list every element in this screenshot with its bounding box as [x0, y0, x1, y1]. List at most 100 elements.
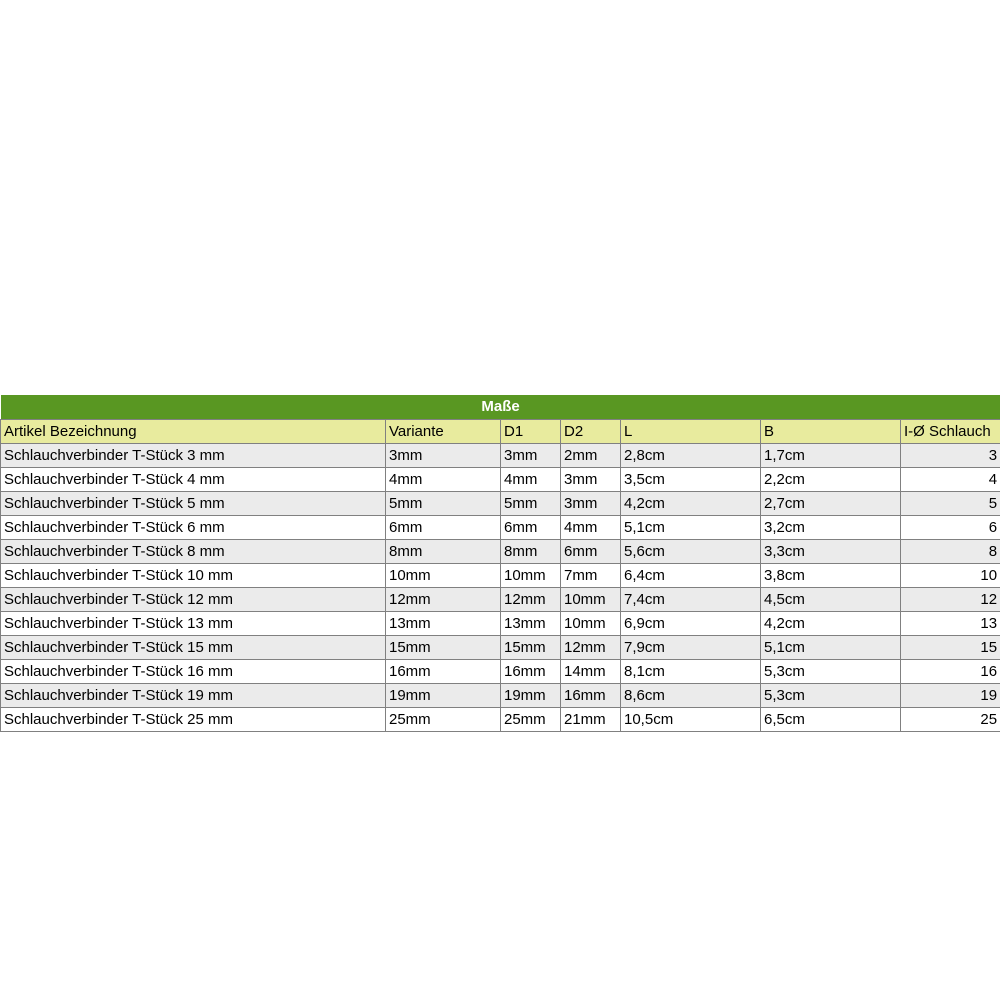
table-cell: Schlauchverbinder T-Stück 4 mm — [1, 467, 386, 491]
table-cell: 15mm — [501, 635, 561, 659]
table-cell: 12 — [901, 587, 1000, 611]
table-cell: 5,1cm — [621, 515, 761, 539]
table-cell: 12mm — [501, 587, 561, 611]
table-cell: 5,3cm — [761, 683, 901, 707]
dimensions-table-container: Maße Artikel Bezeichnung Variante D1 D2 … — [0, 395, 1000, 732]
table-cell: 16mm — [386, 659, 501, 683]
table-cell: 5 — [901, 491, 1000, 515]
table-cell: 16mm — [501, 659, 561, 683]
table-cell: Schlauchverbinder T-Stück 6 mm — [1, 515, 386, 539]
table-row: Schlauchverbinder T-Stück 16 mm16mm16mm1… — [1, 659, 1000, 683]
table-row: Schlauchverbinder T-Stück 13 mm13mm13mm1… — [1, 611, 1000, 635]
table-cell: 3mm — [386, 443, 501, 467]
table-cell: 3,5cm — [621, 467, 761, 491]
table-cell: 6,4cm — [621, 563, 761, 587]
table-cell: 10 — [901, 563, 1000, 587]
table-cell: Schlauchverbinder T-Stück 3 mm — [1, 443, 386, 467]
table-cell: 3,3cm — [761, 539, 901, 563]
table-cell: 10mm — [561, 587, 621, 611]
table-cell: 6mm — [386, 515, 501, 539]
table-cell: 10mm — [501, 563, 561, 587]
table-row: Schlauchverbinder T-Stück 8 mm8mm8mm6mm5… — [1, 539, 1000, 563]
col-header-artikel: Artikel Bezeichnung — [1, 419, 386, 443]
table-body: Schlauchverbinder T-Stück 3 mm3mm3mm2mm2… — [1, 443, 1000, 731]
table-cell: 8mm — [386, 539, 501, 563]
table-row: Schlauchverbinder T-Stück 5 mm5mm5mm3mm4… — [1, 491, 1000, 515]
table-cell: 10,5cm — [621, 707, 761, 731]
table-cell: 25 — [901, 707, 1000, 731]
table-cell: 19mm — [386, 683, 501, 707]
table-row: Schlauchverbinder T-Stück 6 mm6mm6mm4mm5… — [1, 515, 1000, 539]
table-cell: 4,2cm — [621, 491, 761, 515]
table-cell: 5mm — [386, 491, 501, 515]
col-header-d2: D2 — [561, 419, 621, 443]
table-cell: 6mm — [501, 515, 561, 539]
table-cell: 16mm — [561, 683, 621, 707]
table-cell: 13mm — [386, 611, 501, 635]
table-row: Schlauchverbinder T-Stück 25 mm25mm25mm2… — [1, 707, 1000, 731]
table-cell: 14mm — [561, 659, 621, 683]
dimensions-table: Maße Artikel Bezeichnung Variante D1 D2 … — [0, 395, 1000, 732]
table-cell: 8,1cm — [621, 659, 761, 683]
table-cell: 3mm — [501, 443, 561, 467]
table-cell: 3 — [901, 443, 1000, 467]
col-header-l: L — [621, 419, 761, 443]
table-cell: 2,2cm — [761, 467, 901, 491]
table-cell: 12mm — [561, 635, 621, 659]
table-cell: 7mm — [561, 563, 621, 587]
table-cell: Schlauchverbinder T-Stück 10 mm — [1, 563, 386, 587]
table-cell: 3,2cm — [761, 515, 901, 539]
table-cell: 25mm — [386, 707, 501, 731]
table-cell: Schlauchverbinder T-Stück 19 mm — [1, 683, 386, 707]
table-cell: 4,2cm — [761, 611, 901, 635]
col-header-variante: Variante — [386, 419, 501, 443]
table-cell: 3mm — [561, 467, 621, 491]
table-cell: Schlauchverbinder T-Stück 15 mm — [1, 635, 386, 659]
table-cell: 1,7cm — [761, 443, 901, 467]
table-cell: 19 — [901, 683, 1000, 707]
table-cell: 8,6cm — [621, 683, 761, 707]
table-cell: 8mm — [501, 539, 561, 563]
table-cell: 10mm — [386, 563, 501, 587]
table-cell: 10mm — [561, 611, 621, 635]
table-cell: 25mm — [501, 707, 561, 731]
table-cell: 6,9cm — [621, 611, 761, 635]
table-row: Schlauchverbinder T-Stück 19 mm19mm19mm1… — [1, 683, 1000, 707]
table-cell: 5,1cm — [761, 635, 901, 659]
table-header-row: Artikel Bezeichnung Variante D1 D2 L B I… — [1, 419, 1000, 443]
table-cell: 2mm — [561, 443, 621, 467]
table-cell: 5,3cm — [761, 659, 901, 683]
table-cell: 5mm — [501, 491, 561, 515]
table-cell: 7,9cm — [621, 635, 761, 659]
table-cell: 2,7cm — [761, 491, 901, 515]
table-cell: 6 — [901, 515, 1000, 539]
table-cell: 19mm — [501, 683, 561, 707]
table-cell: Schlauchverbinder T-Stück 25 mm — [1, 707, 386, 731]
table-cell: 4 — [901, 467, 1000, 491]
table-cell: 2,8cm — [621, 443, 761, 467]
table-row: Schlauchverbinder T-Stück 15 mm15mm15mm1… — [1, 635, 1000, 659]
table-cell: Schlauchverbinder T-Stück 12 mm — [1, 587, 386, 611]
table-cell: Schlauchverbinder T-Stück 5 mm — [1, 491, 386, 515]
table-cell: 16 — [901, 659, 1000, 683]
table-cell: Schlauchverbinder T-Stück 8 mm — [1, 539, 386, 563]
table-cell: 4,5cm — [761, 587, 901, 611]
table-row: Schlauchverbinder T-Stück 3 mm3mm3mm2mm2… — [1, 443, 1000, 467]
table-cell: 4mm — [501, 467, 561, 491]
table-cell: 8 — [901, 539, 1000, 563]
table-row: Schlauchverbinder T-Stück 12 mm12mm12mm1… — [1, 587, 1000, 611]
col-header-schlauch: I-Ø Schlauch — [901, 419, 1000, 443]
table-title: Maße — [1, 395, 1000, 419]
table-cell: 12mm — [386, 587, 501, 611]
table-cell: 5,6cm — [621, 539, 761, 563]
table-row: Schlauchverbinder T-Stück 4 mm4mm4mm3mm3… — [1, 467, 1000, 491]
table-cell: 3mm — [561, 491, 621, 515]
table-cell: 7,4cm — [621, 587, 761, 611]
table-cell: 15mm — [386, 635, 501, 659]
table-cell: 13mm — [501, 611, 561, 635]
table-cell: 6,5cm — [761, 707, 901, 731]
table-cell: Schlauchverbinder T-Stück 16 mm — [1, 659, 386, 683]
table-row: Schlauchverbinder T-Stück 10 mm10mm10mm7… — [1, 563, 1000, 587]
col-header-d1: D1 — [501, 419, 561, 443]
col-header-b: B — [761, 419, 901, 443]
